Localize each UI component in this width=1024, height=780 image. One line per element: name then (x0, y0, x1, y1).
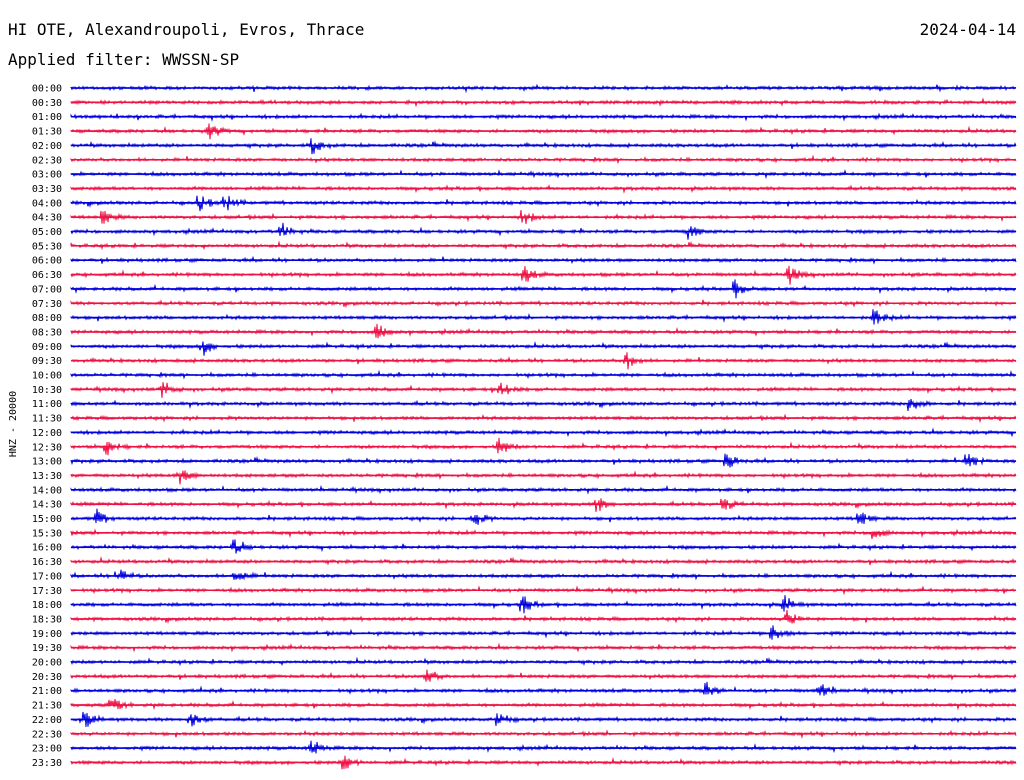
tick-label: 00:30 (32, 98, 62, 109)
trace-row (70, 609, 1017, 624)
trace-row (70, 699, 1017, 711)
tick-label: 22:00 (32, 715, 62, 726)
tick-label: 23:30 (32, 758, 62, 769)
tick-label: 08:00 (32, 313, 62, 324)
trace-row (70, 323, 1017, 339)
tick-label: 17:00 (32, 571, 62, 582)
tick-label: 06:30 (32, 270, 62, 281)
tick-label: 01:00 (32, 112, 62, 123)
tick-label: 11:00 (32, 399, 62, 410)
tick-label: 16:30 (32, 557, 62, 568)
trace-row (70, 470, 1017, 485)
tick-label: 20:30 (32, 672, 62, 683)
tick-label: 13:00 (32, 457, 62, 468)
tick-label: 08:30 (32, 327, 62, 338)
tick-label: 23:00 (32, 744, 62, 755)
tick-label: 18:30 (32, 614, 62, 625)
trace-row (70, 399, 1017, 411)
tick-label: 03:00 (32, 170, 62, 181)
trace-row (70, 138, 1017, 155)
tick-label: 15:00 (32, 514, 62, 525)
tick-label: 11:30 (32, 414, 62, 425)
tick-label: 01:30 (32, 127, 62, 138)
tick-label: 02:00 (32, 141, 62, 152)
tick-label: 20:00 (32, 658, 62, 669)
date-label: 2024-04-14 (919, 20, 1016, 39)
trace-row (70, 508, 1017, 525)
tick-label: 09:30 (32, 356, 62, 367)
tick-label: 07:30 (32, 299, 62, 310)
tick-label: 18:00 (32, 600, 62, 611)
time-tick-labels: 00:00 00:30 01:00 01:30 02:00 02:30 03:00 03:30… (32, 84, 62, 769)
tick-label: 12:00 (32, 428, 62, 439)
tick-label: 21:30 (32, 701, 62, 712)
tick-label: 10:30 (32, 385, 62, 396)
tick-label: 04:30 (32, 213, 62, 224)
y-axis-label: HNZ - 20000 (8, 391, 19, 457)
trace-row (70, 528, 1017, 539)
tick-label: 10:00 (32, 371, 62, 382)
tick-label: 22:30 (32, 729, 62, 740)
tick-label: 06:00 (32, 256, 62, 267)
station-title: HI OTE, Alexandroupoli, Evros, Thrace (8, 20, 365, 39)
trace-row (70, 740, 1017, 754)
tick-label: 07:00 (32, 284, 62, 295)
tick-label: 19:30 (32, 643, 62, 654)
trace-row (70, 681, 1017, 696)
tick-label: 03:30 (32, 184, 62, 195)
tick-label: 02:30 (32, 155, 62, 166)
tick-label: 21:00 (32, 686, 62, 697)
tick-label: 19:00 (32, 629, 62, 640)
tick-label: 16:00 (32, 543, 62, 554)
trace-row (70, 569, 1017, 581)
tick-label: 09:00 (32, 342, 62, 353)
trace-row (70, 498, 1017, 512)
tick-label: 05:30 (32, 241, 62, 252)
tick-label: 00:00 (32, 84, 62, 95)
tick-label: 04:00 (32, 198, 62, 209)
tick-label: 12:30 (32, 442, 62, 453)
seismic-traces (70, 83, 1017, 770)
filter-label: Applied filter: WWSSN-SP (8, 50, 240, 69)
tick-label: 14:00 (32, 485, 62, 496)
trace-row (70, 340, 1017, 356)
tick-label: 17:30 (32, 586, 62, 597)
tick-label: 13:30 (32, 471, 62, 482)
tick-label: 15:30 (32, 528, 62, 539)
tick-label: 14:30 (32, 500, 62, 511)
tick-label: 05:00 (32, 227, 62, 238)
